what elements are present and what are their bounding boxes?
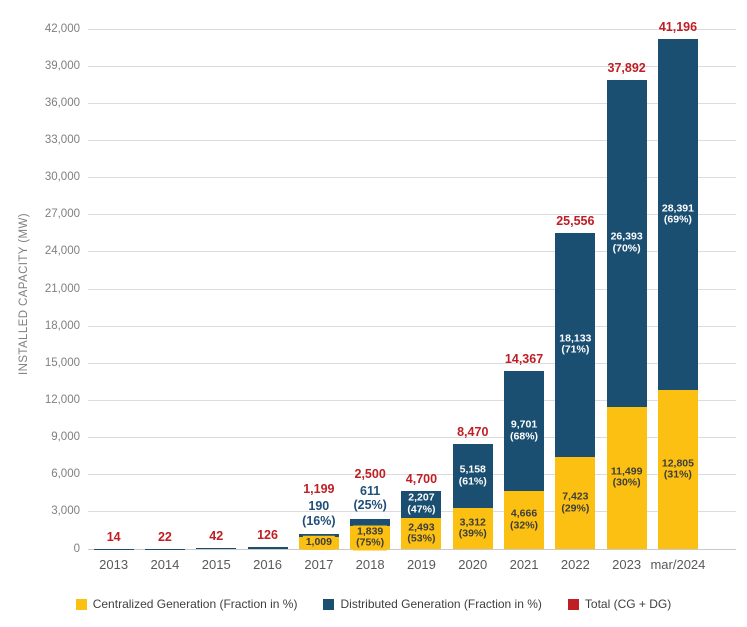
bar-2017-distributed xyxy=(298,534,339,537)
gridline-6000 xyxy=(88,474,736,476)
cg-value-label: 12,805 (31%) xyxy=(658,457,697,483)
total-value-label: 42 xyxy=(209,529,224,544)
x-tick-label-2022: 2022 xyxy=(560,557,590,572)
x-tick-label-mar/2024: mar/2024 xyxy=(650,557,706,572)
dg-value-label: 26,393 (70%) xyxy=(607,230,646,256)
gridline-33000 xyxy=(88,139,736,141)
y-tick-label: 21,000 xyxy=(44,282,80,295)
total-value-label: 37,892 xyxy=(607,60,646,75)
total-value-label: 22 xyxy=(157,529,172,544)
legend-label-total: Total (CG + DG) xyxy=(584,597,672,611)
legend-swatch-distributed-icon xyxy=(323,598,335,610)
x-tick-label-2018: 2018 xyxy=(355,557,385,572)
x-tick-label-2013: 2013 xyxy=(99,557,129,572)
legend-swatch-centralized-icon xyxy=(75,598,87,610)
dg-value-label: 18,133 (71%) xyxy=(556,332,595,358)
cg-value-label: 4,666 (32%) xyxy=(507,507,542,533)
x-tick-label-2015: 2015 xyxy=(201,557,231,572)
x-tick-label-2020: 2020 xyxy=(458,557,488,572)
gridline-21000 xyxy=(88,288,736,290)
y-tick-label: 6,000 xyxy=(51,468,80,481)
bar-2018-distributed xyxy=(350,518,391,527)
cg-value-label: 7,423 (29%) xyxy=(558,490,593,516)
dg-value-label: 611 (25%) xyxy=(353,483,387,513)
y-tick-label: 12,000 xyxy=(44,393,80,406)
gridline-12000 xyxy=(88,399,736,401)
gridline-15000 xyxy=(88,362,736,364)
cg-value-label: 1,839 (75%) xyxy=(353,525,388,551)
y-tick-label: 18,000 xyxy=(44,319,80,332)
dg-value-label: 9,701 (68%) xyxy=(507,418,542,444)
y-tick-label: 27,000 xyxy=(44,208,80,221)
gridline-36000 xyxy=(88,102,736,104)
total-value-label: 25,556 xyxy=(556,213,595,228)
x-tick-label-2021: 2021 xyxy=(509,557,539,572)
total-value-label: 14 xyxy=(106,529,121,544)
gridline-0 xyxy=(88,548,736,550)
gridline-9000 xyxy=(88,437,736,439)
x-tick-label-2023: 2023 xyxy=(612,557,642,572)
cg-value-label: 11,499 (30%) xyxy=(607,465,646,491)
y-tick-label: 15,000 xyxy=(44,356,80,369)
legend-label-centralized: Centralized Generation (Fraction in %) xyxy=(92,597,298,611)
x-tick-label-2014: 2014 xyxy=(150,557,180,572)
cg-value-label: 1,009 xyxy=(302,536,335,550)
gridline-30000 xyxy=(88,177,736,179)
y-tick-label: 42,000 xyxy=(44,22,80,35)
y-tick-label: 9,000 xyxy=(51,431,80,444)
y-tick-label: 24,000 xyxy=(44,245,80,258)
total-value-label: 1,199 xyxy=(303,482,335,497)
y-tick-label: 33,000 xyxy=(44,133,80,146)
legend-item-centralized: Centralized Generation (Fraction in %) xyxy=(75,597,298,611)
cg-value-label: 3,312 (39%) xyxy=(455,516,490,541)
total-value-label: 4,700 xyxy=(405,471,438,486)
legend-item-total: Total (CG + DG) xyxy=(567,597,672,611)
total-value-label: 8,470 xyxy=(457,425,489,440)
total-value-label: 126 xyxy=(257,528,278,543)
bar-2015-total xyxy=(196,548,237,549)
x-tick-label-2019: 2019 xyxy=(406,557,436,572)
legend-swatch-total-icon xyxy=(567,598,579,610)
gridline-39000 xyxy=(88,65,736,67)
dg-value-label: 2,207 (47%) xyxy=(404,491,439,517)
x-tick-label-2017: 2017 xyxy=(304,557,334,572)
chart-legend: Centralized Generation (Fraction in %) Di… xyxy=(0,597,747,611)
gridline-27000 xyxy=(88,214,736,216)
dg-value-label: 5,158 (61%) xyxy=(455,463,490,489)
gridline-24000 xyxy=(88,251,736,253)
legend-item-distributed: Distributed Generation (Fraction in %) xyxy=(323,597,542,611)
y-tick-label: 39,000 xyxy=(44,59,80,72)
plot-area: 0 3,000 6,000 9,000 12,000 15,000 18,000 21,000… xyxy=(45,20,736,572)
bar-2016-total xyxy=(247,547,288,549)
y-tick-label: 36,000 xyxy=(44,96,80,109)
gridline-18000 xyxy=(88,325,736,327)
total-value-label: 41,196 xyxy=(658,19,698,34)
y-tick-label: 30,000 xyxy=(44,171,80,184)
total-value-label: 2,500 xyxy=(354,466,386,481)
y-tick-label: 3,000 xyxy=(51,505,80,518)
y-tick-label: 0 xyxy=(73,542,80,555)
dg-value-label: 28,391 (69%) xyxy=(658,202,697,228)
legend-label-distributed: Distributed Generation (Fraction in %) xyxy=(340,597,542,611)
dg-value-label: 190 (16%) xyxy=(302,499,336,528)
gridline-42000 xyxy=(88,28,736,30)
x-tick-label-2016: 2016 xyxy=(253,557,283,572)
total-value-label: 14,367 xyxy=(504,352,544,367)
cg-value-label: 2,493 (53%) xyxy=(404,521,439,547)
